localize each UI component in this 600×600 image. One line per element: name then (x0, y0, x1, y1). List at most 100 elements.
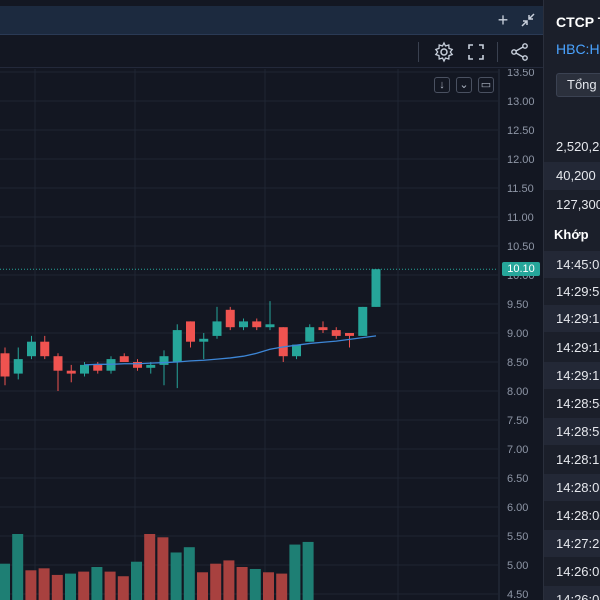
y-axis-tick-label: 5.50 (507, 531, 528, 543)
volume-bar (263, 572, 274, 600)
volume-bar (302, 541, 314, 600)
y-axis-tick-label: 11.00 (507, 212, 534, 224)
candle-body (239, 321, 248, 328)
y-axis-tick-label: 7.50 (507, 415, 528, 427)
volume-bar (12, 534, 24, 600)
volume-bar (117, 576, 129, 600)
arrow-down-icon[interactable]: ↓ (434, 77, 450, 93)
candle-body (318, 327, 328, 331)
volume-bar (249, 568, 261, 600)
moving-average-line (84, 335, 377, 366)
candle-body (371, 269, 381, 307)
volume-bar (65, 573, 76, 600)
candle-body (278, 327, 288, 357)
y-axis-tick-label: 8.00 (507, 386, 528, 398)
candle-body (345, 333, 354, 336)
volume-bar (25, 570, 37, 600)
volume-bar (78, 571, 90, 600)
last-price-label: 10.10 (502, 262, 540, 277)
trade-time: 14:29:14 (556, 340, 600, 355)
stock-info-panel: CTCP T HBC:H5 Tổng h 2,520,20 40,200 127… (543, 0, 600, 600)
collapse-icon[interactable] (518, 9, 538, 31)
trade-time: 14:45:05 (544, 251, 600, 278)
trade-time: 14:28:18 (556, 452, 600, 467)
y-axis-tick-label: 12.50 (507, 125, 535, 137)
toolbar-divider (418, 42, 419, 62)
chart-toolbar (0, 36, 543, 68)
candle-body (331, 330, 341, 336)
volume-bar (210, 563, 222, 600)
price-chart[interactable]: 13.5013.0012.5012.0011.5011.0010.5010.00… (0, 69, 543, 600)
candle-body (305, 327, 315, 342)
candle-body (66, 370, 76, 374)
candle-body (172, 330, 182, 362)
volume-bar (289, 544, 301, 600)
y-axis-tick-label: 6.50 (507, 473, 528, 485)
candle-body (212, 321, 222, 336)
stock-symbol-link[interactable]: HBC:H5 (556, 41, 600, 57)
y-axis-tick-label: 4.50 (507, 589, 528, 600)
trade-time: 14:28:00 (556, 508, 600, 523)
candle-body (358, 306, 368, 336)
share-icon[interactable] (509, 41, 531, 63)
candle-body (186, 321, 195, 342)
y-axis-tick-label: 10.50 (507, 241, 535, 253)
candle-body (133, 362, 142, 368)
candle-body (27, 341, 36, 357)
candle-body (13, 359, 23, 374)
y-axis-tick-label: 9.50 (507, 299, 528, 311)
candle-body (146, 364, 156, 368)
trade-time: 14:26:09 (556, 564, 600, 579)
candle-body (0, 353, 10, 377)
stat-row: 40,200 (544, 162, 600, 190)
candle-body (53, 356, 63, 371)
trade-time: 14:28:54 (556, 396, 600, 411)
volume-bar (51, 574, 63, 600)
tab-summary[interactable]: Tổng h (556, 73, 600, 97)
chart-titlebar: + (0, 6, 543, 35)
y-axis-tick-label: 11.50 (507, 183, 534, 195)
candle-body (119, 356, 129, 362)
trade-time: 14:28:52 (544, 418, 600, 445)
candle-body (292, 344, 301, 357)
candle-body (93, 364, 103, 371)
volume-bar (91, 567, 103, 600)
maximize-pane-icon[interactable]: ▭ (478, 77, 494, 93)
trade-time: 14:27:27 (544, 530, 600, 557)
volume-bar (170, 552, 182, 600)
volume-bar (157, 537, 169, 600)
plus-icon[interactable]: + (497, 10, 509, 30)
trade-time: 14:29:52 (556, 284, 600, 299)
candle-body (40, 341, 50, 357)
y-axis-tick-label: 5.00 (507, 560, 528, 572)
settings-icon[interactable] (433, 41, 455, 63)
volume-bar (276, 573, 288, 600)
volume-bar (197, 572, 208, 600)
y-axis-tick-label: 6.00 (507, 502, 528, 514)
toolbar-divider (497, 42, 498, 62)
fullscreen-icon[interactable] (465, 41, 487, 63)
volume-bar (0, 563, 10, 600)
trade-time: 14:29:18 (544, 305, 600, 332)
y-axis-tick-label: 7.00 (507, 444, 528, 456)
stat-row: 2,520,20 (556, 139, 600, 154)
collapse-pane-icon[interactable]: ⌄ (456, 77, 472, 93)
volume-bar (38, 568, 50, 600)
y-axis-tick-label: 12.00 (507, 154, 535, 166)
chart-svg[interactable]: 13.5013.0012.5012.0011.5011.0010.5010.00… (0, 69, 543, 600)
y-axis-tick-label: 9.00 (507, 328, 528, 340)
trade-time: 14:29:12 (544, 362, 600, 389)
volume-bar (236, 567, 248, 600)
y-axis-tick-label: 13.00 (507, 96, 535, 108)
candle-body (265, 324, 275, 328)
volume-bar (223, 560, 235, 600)
volume-bar (104, 571, 116, 600)
candle-body (80, 364, 89, 374)
volume-bar (131, 561, 142, 600)
chart-pane[interactable]: + 13.50 13.00 12.50 12.00 11.50 11.00 10.50 10.… (0, 0, 543, 600)
trade-time: 14:26:0 (544, 586, 600, 600)
trades-header: Khớp (554, 227, 589, 242)
trade-time: 14:28:09 (544, 474, 600, 501)
y-axis-tick-label: 8.50 (507, 357, 528, 369)
candle-body (159, 356, 169, 365)
